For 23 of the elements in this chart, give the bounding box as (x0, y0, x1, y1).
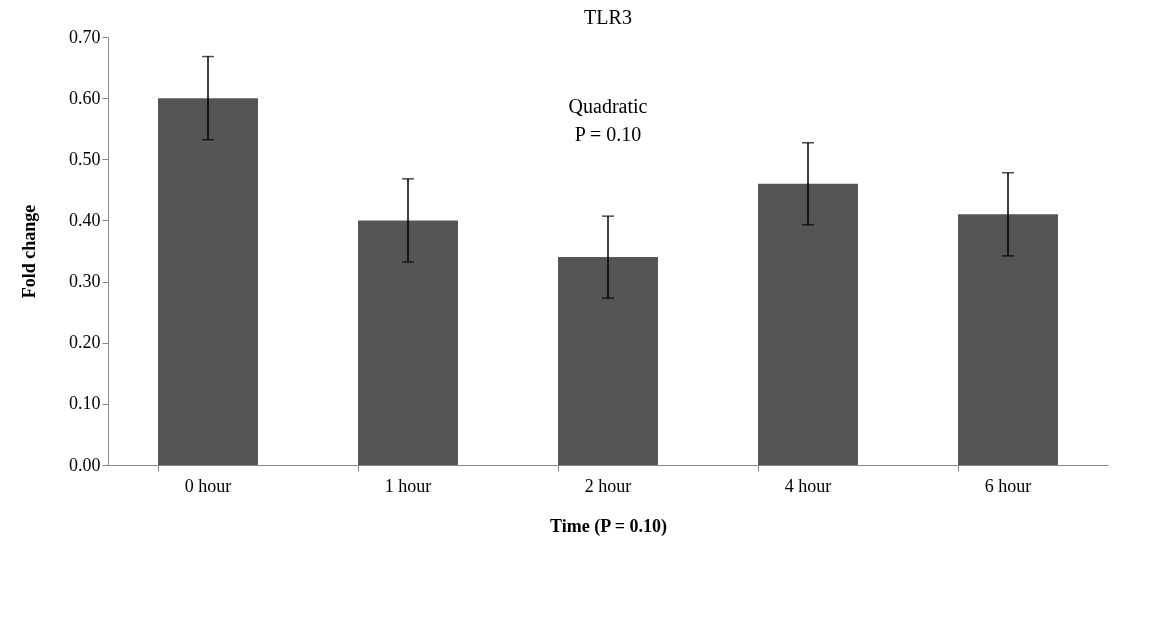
bar (358, 220, 458, 465)
bar (758, 183, 858, 465)
y-tick-label: 0.20 (69, 332, 101, 353)
y-tick-label: 0.30 (69, 271, 101, 292)
x-tick-label: 4 hour (784, 475, 832, 496)
bar (158, 98, 258, 465)
y-tick-label: 0.50 (69, 148, 101, 169)
chart-title: TLR3 (584, 6, 632, 28)
y-tick-label: 0.70 (69, 26, 101, 47)
annotation: Quadratic (568, 95, 648, 117)
x-tick-label: 1 hour (384, 475, 432, 496)
x-tick-label: 6 hour (984, 475, 1032, 496)
bar (958, 214, 1058, 465)
y-tick-label: 0.10 (69, 393, 101, 414)
y-axis-title: Fold change (19, 204, 39, 299)
bar (558, 257, 658, 465)
y-tick-label: 0.00 (69, 454, 101, 475)
y-tick-label: 0.40 (69, 209, 101, 230)
annotation: P = 0.10 (574, 123, 642, 145)
x-tick-label: 0 hour (184, 475, 232, 496)
y-tick-label: 0.60 (69, 87, 101, 108)
x-tick-label: 2 hour (584, 475, 632, 496)
x-axis-title: Time (P = 0.10) (550, 515, 667, 537)
